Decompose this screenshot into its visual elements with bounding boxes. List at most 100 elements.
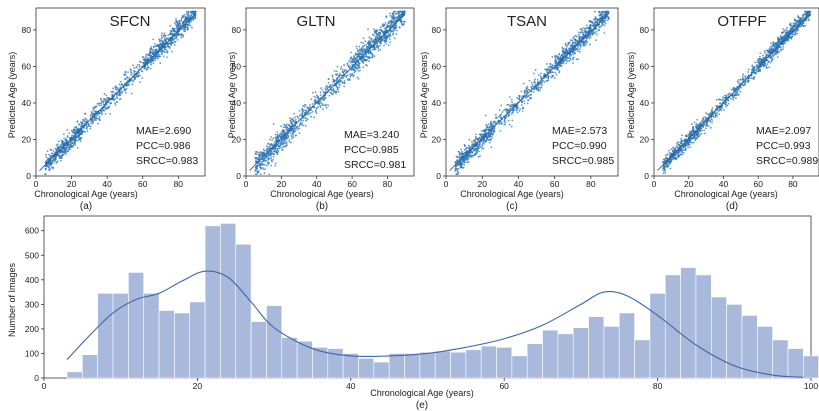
scatter-point (503, 109, 505, 112)
scatter-point (520, 104, 523, 106)
scatter-point (69, 136, 72, 139)
scatter-point (398, 11, 401, 13)
scatter-point (554, 71, 557, 74)
scatter-point (177, 28, 179, 31)
x-tick-label: 80 (788, 179, 798, 189)
scatter-point (398, 26, 401, 28)
scatter-point (327, 78, 330, 81)
scatter-point (393, 10, 396, 13)
scatter-point (570, 54, 573, 56)
scatter-point (388, 33, 391, 36)
scatter-point (51, 162, 54, 165)
scatter-point (85, 125, 88, 128)
scatter-point (94, 119, 97, 122)
scatter-point (170, 44, 173, 47)
scatter-point (100, 97, 102, 100)
scatter-point (473, 143, 476, 145)
scatter-point (592, 29, 595, 32)
scatter-point (520, 90, 523, 93)
scatter-point (158, 53, 160, 56)
scatter-point (352, 61, 355, 63)
scatter-point (384, 22, 387, 24)
scatter-point (494, 121, 497, 124)
scatter-point (274, 164, 276, 167)
scatter-point (101, 113, 103, 116)
x-tick-label: 60 (550, 179, 560, 189)
scatter-point (377, 49, 380, 52)
scatter-point (98, 102, 101, 105)
scatter-point (358, 51, 361, 54)
x-tick-label: 80 (174, 179, 184, 189)
scatter-point (260, 161, 263, 163)
scatter-point (351, 73, 354, 76)
y-tick-label: 20 (640, 134, 650, 144)
metric-mae: MAE=2.690 (136, 125, 191, 137)
scatter-point (467, 144, 470, 147)
scatter-point (498, 123, 501, 126)
scatter-point (110, 90, 113, 93)
scatter-point (555, 74, 558, 76)
scatter-point (782, 45, 784, 48)
scatter-point (70, 144, 73, 146)
scatter-point (66, 129, 69, 131)
scatter-point (326, 86, 329, 89)
scatter-point (161, 32, 163, 35)
scatter-point (362, 51, 364, 54)
scatter-point (186, 10, 188, 13)
scatter-point (603, 24, 606, 27)
scatter-point (587, 26, 590, 29)
scatter-point (530, 82, 533, 84)
scatter-point (520, 101, 523, 104)
scatter-point (457, 150, 460, 153)
scatter-point (114, 98, 117, 100)
scatter-point (383, 23, 386, 26)
panel-title: GLTN (297, 13, 336, 30)
scatter-point (136, 64, 139, 66)
scatter-point (516, 107, 518, 110)
scatter-point (693, 121, 696, 124)
scatter-point (83, 130, 86, 133)
scatter-point (118, 83, 121, 86)
x-tick-label: 80 (586, 179, 596, 189)
scatter-point (494, 114, 497, 116)
scatter-point (536, 78, 539, 81)
scatter-point (731, 96, 734, 99)
scatter-point (391, 17, 394, 19)
scatter-point (384, 37, 387, 39)
scatter-point (90, 122, 92, 125)
x-tick-label: 60 (753, 179, 763, 189)
scatter-point (578, 33, 580, 36)
scatter-point (401, 24, 404, 27)
scatter-point (145, 68, 148, 71)
scatter-point (69, 146, 72, 148)
scatter-point (489, 132, 492, 135)
scatter-point (44, 173, 46, 176)
scatter-point (566, 45, 568, 48)
scatter-point (99, 112, 102, 114)
scatter-point (563, 59, 566, 62)
scatter-point (285, 141, 288, 144)
scatter-point (585, 42, 588, 45)
scatter-point (49, 155, 52, 158)
scatter-point (272, 123, 275, 126)
scatter-point (180, 36, 183, 39)
scatter-point (147, 53, 150, 56)
scatter-point (54, 147, 57, 150)
scatter-point (290, 137, 293, 140)
scatter-point (76, 127, 79, 130)
x-tick-label: 20 (67, 179, 77, 189)
scatter-point (379, 48, 382, 51)
scatter-point (163, 32, 166, 35)
scatter-point (92, 113, 94, 116)
scatter-point (131, 83, 134, 86)
scatter-point (191, 10, 194, 13)
scatter-point (184, 25, 187, 28)
scatter-point (284, 145, 287, 148)
x-tick-label: 80 (383, 179, 393, 189)
scatter-point (369, 40, 372, 43)
scatter-point (53, 160, 56, 162)
scatter-point (365, 59, 368, 61)
scatter-point (350, 69, 353, 71)
scatter-point (503, 123, 506, 126)
scatter-point (380, 29, 383, 32)
